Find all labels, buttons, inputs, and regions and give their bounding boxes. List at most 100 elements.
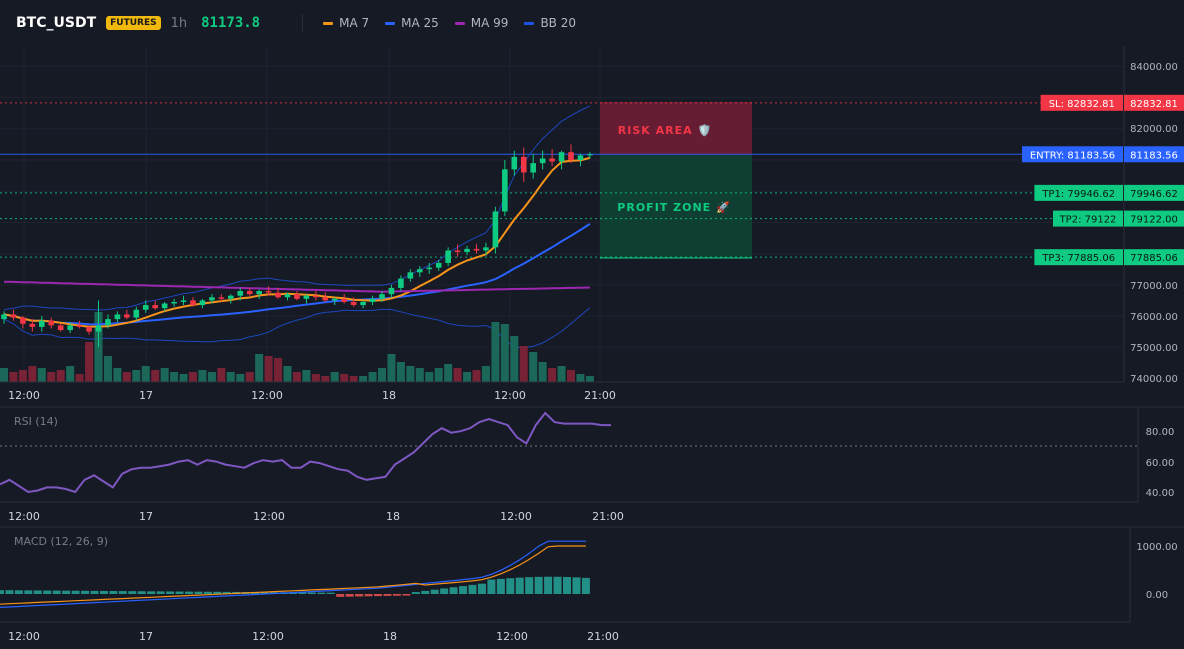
- volume-bar: [141, 366, 150, 382]
- volume-bar: [160, 368, 169, 382]
- macd-hist-bar: [90, 590, 99, 594]
- macd-hist-bar: [213, 591, 222, 594]
- candle-body: [369, 298, 376, 302]
- time-tick: 12:00: [251, 389, 283, 402]
- level-tag-label: TP3: 77885.06: [1041, 253, 1115, 264]
- macd-hist-bar: [383, 594, 392, 596]
- candle-body: [379, 294, 385, 299]
- candle-body: [190, 300, 196, 306]
- volume-bar: [472, 370, 481, 382]
- volume-bar: [529, 352, 538, 382]
- volume-bar: [264, 356, 273, 382]
- legend-ma99[interactable]: MA 99: [454, 16, 509, 30]
- candle-body: [114, 314, 121, 320]
- macd-hist-bar: [24, 590, 33, 594]
- candle-body: [48, 320, 55, 326]
- ma99-swatch: [454, 21, 465, 25]
- volume-bar: [519, 346, 528, 382]
- candle-body: [511, 156, 518, 170]
- macd-hist-bar: [99, 590, 108, 594]
- candle-body: [180, 300, 187, 302]
- candle-body: [587, 154, 593, 156]
- rsi-tick: 60.00: [1146, 458, 1175, 469]
- time-tick: 12:00: [253, 510, 285, 523]
- time-tick: 17: [139, 510, 153, 523]
- candle-body: [549, 158, 555, 162]
- level-tag-box: [1040, 94, 1123, 111]
- time-tick: 21:00: [584, 389, 616, 402]
- candle-body: [577, 155, 584, 160]
- macd-hist-bar: [496, 578, 505, 594]
- volume-bar: [292, 372, 301, 382]
- candle-body: [95, 325, 102, 332]
- macd-hist-bar: [52, 590, 61, 594]
- volume-bar: [340, 374, 349, 382]
- volume-bar: [396, 362, 405, 382]
- macd-hist-bar: [222, 591, 231, 594]
- candle-body: [246, 291, 253, 295]
- legend-label: MA 25: [401, 16, 439, 30]
- macd-hist-bar: [421, 590, 430, 594]
- candle-body: [520, 156, 527, 173]
- macd-hist-bar: [355, 594, 364, 597]
- price-tick: 75000.00: [1130, 343, 1178, 354]
- candle-body: [435, 262, 442, 268]
- price-tick: 76000.00: [1130, 312, 1178, 323]
- volume-bar: [0, 368, 8, 382]
- time-tick: 12:00: [494, 389, 526, 402]
- macd-hist-bar: [430, 589, 439, 594]
- ma7-line: [3, 156, 591, 328]
- macd-hist-bar: [81, 590, 90, 594]
- candle-body: [133, 309, 140, 318]
- candle-body: [86, 326, 92, 332]
- price-axis[interactable]: 84000.00 82000.00 77000.00 76000.00 7500…: [1130, 62, 1178, 385]
- profit-zone[interactable]: [600, 155, 752, 258]
- volume-bar: [453, 368, 462, 382]
- volume-bar: [151, 370, 160, 382]
- level-tag-label: TP2: 79122: [1059, 215, 1117, 226]
- risk-area-zone[interactable]: [600, 102, 752, 155]
- macd-hist-bar: [411, 592, 420, 594]
- macd-hist-bar: [14, 590, 23, 594]
- volume-bar: [283, 366, 292, 382]
- macd-hist-bar: [515, 577, 524, 594]
- volume-bar: [198, 370, 207, 382]
- macd-tick: 1000.00: [1136, 542, 1177, 553]
- candle-body: [331, 298, 338, 301]
- candle-body: [76, 325, 83, 327]
- candle-body: [199, 300, 206, 306]
- volume-bar: [28, 366, 37, 382]
- volume-bar: [47, 372, 56, 382]
- volume-bar: [548, 368, 557, 382]
- time-tick: 12:00: [8, 389, 40, 402]
- candlesticks[interactable]: [1, 144, 593, 348]
- volume-bar: [189, 372, 197, 382]
- volume-bar: [103, 356, 112, 382]
- time-tick: 18: [386, 510, 400, 523]
- legend-label: MA 99: [470, 16, 509, 30]
- level-tag-label: TP1: 79946.62: [1041, 189, 1115, 200]
- macd-hist-bar: [345, 594, 354, 597]
- level-value: 81183.56: [1130, 150, 1178, 161]
- ma25-line: [3, 223, 591, 326]
- futures-badge: FUTURES: [106, 16, 161, 30]
- macd-hist-bar: [109, 591, 118, 594]
- macd-hist-bar: [374, 594, 382, 597]
- timeframe-selector[interactable]: 1h: [170, 15, 188, 31]
- volume-bar: [415, 368, 424, 382]
- level-tags[interactable]: 82832.81 SL: 82832.81 81183.56 ENTRY: 81183…: [1022, 94, 1184, 266]
- macd-hist-bar: [33, 590, 42, 594]
- price-tick: 82000.00: [1130, 124, 1178, 135]
- legend-ma7[interactable]: MA 7: [323, 16, 369, 30]
- symbol-name[interactable]: BTC_USDT: [16, 15, 97, 31]
- profit-zone-label: PROFIT ZONE 🚀: [617, 201, 730, 214]
- candle-body: [454, 250, 461, 253]
- volume-bar: [302, 370, 311, 382]
- legend-ma25[interactable]: MA 25: [385, 16, 439, 30]
- macd-hist-bar: [175, 591, 184, 594]
- legend-label: MA 7: [339, 16, 370, 30]
- legend-bb20[interactable]: BB 20: [524, 16, 576, 30]
- level-tag-box: [1022, 146, 1123, 163]
- time-tick: 12:00: [8, 630, 40, 643]
